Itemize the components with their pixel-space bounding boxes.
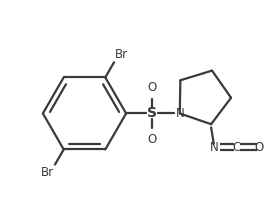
Text: Br: Br [41,166,54,179]
Text: O: O [147,81,156,94]
Text: O: O [255,141,264,154]
Text: O: O [147,133,156,146]
Text: S: S [147,106,157,120]
Text: N: N [209,141,218,154]
Text: N: N [175,107,184,120]
Text: Br: Br [115,48,128,61]
Text: C: C [233,141,241,154]
